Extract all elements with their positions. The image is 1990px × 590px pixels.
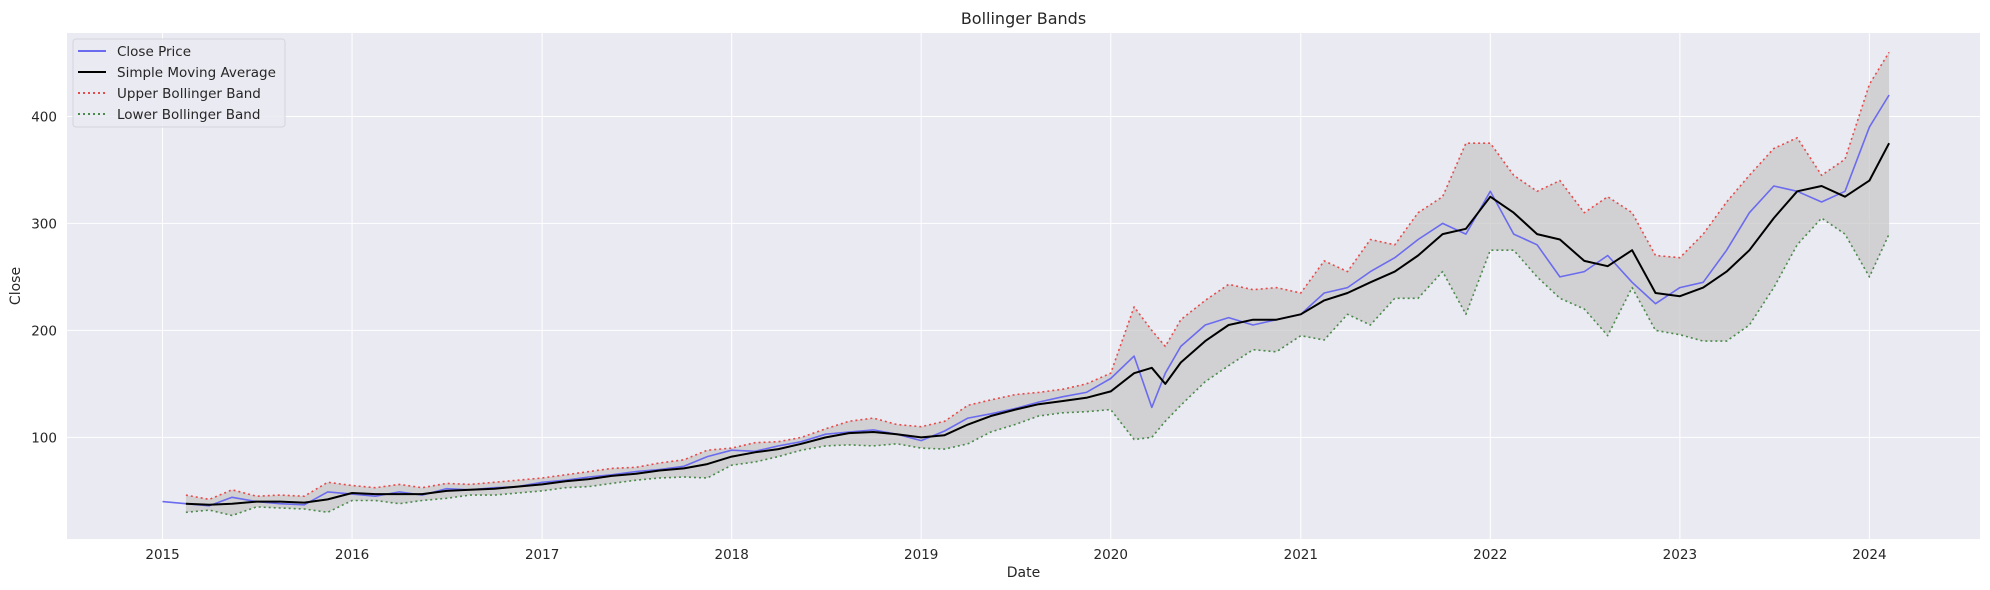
upper-band-line xyxy=(185,51,1890,501)
x-tick-label-2016: 2016 xyxy=(335,547,369,563)
x-tick-label-2018: 2018 xyxy=(714,547,748,563)
x-tick-label-2022: 2022 xyxy=(1473,547,1507,563)
x-tick-label-2017: 2017 xyxy=(525,547,559,563)
series-group xyxy=(162,51,1890,517)
y-axis-ticks: 100 200 300 400 xyxy=(31,109,57,446)
x-tick-label-2020: 2020 xyxy=(1094,547,1128,563)
legend-label-close-price: Close Price xyxy=(117,44,191,60)
y-tick-label-300: 300 xyxy=(31,216,57,232)
y-tick-label-400: 400 xyxy=(31,109,57,125)
y-tick-label-100: 100 xyxy=(31,430,57,446)
bollinger-band-fill xyxy=(185,52,1890,516)
close-price-line xyxy=(162,94,1890,507)
lower-band-line xyxy=(185,217,1890,517)
x-tick-label-2023: 2023 xyxy=(1663,547,1697,563)
x-tick-label-2024: 2024 xyxy=(1852,547,1886,563)
x-axis-ticks: 2015 2016 2017 2018 2019 2020 2021 2022 2023 2024 xyxy=(145,547,1886,563)
legend-label-lower-band: Lower Bollinger Band xyxy=(117,107,260,123)
legend-label-sma: Simple Moving Average xyxy=(117,65,276,81)
y-axis-label: Close xyxy=(8,267,24,305)
legend-label-upper-band: Upper Bollinger Band xyxy=(117,86,261,102)
legend: Close Price Simple Moving Average Upper … xyxy=(72,38,286,128)
chart-title: Bollinger Bands xyxy=(961,9,1086,28)
sma-line xyxy=(185,142,1890,506)
x-tick-label-2015: 2015 xyxy=(145,547,179,563)
x-tick-label-2019: 2019 xyxy=(904,547,938,563)
y-tick-label-200: 200 xyxy=(31,323,57,339)
x-axis-label: Date xyxy=(1007,565,1040,581)
x-tick-label-2021: 2021 xyxy=(1284,547,1318,563)
legend-box xyxy=(72,38,286,128)
